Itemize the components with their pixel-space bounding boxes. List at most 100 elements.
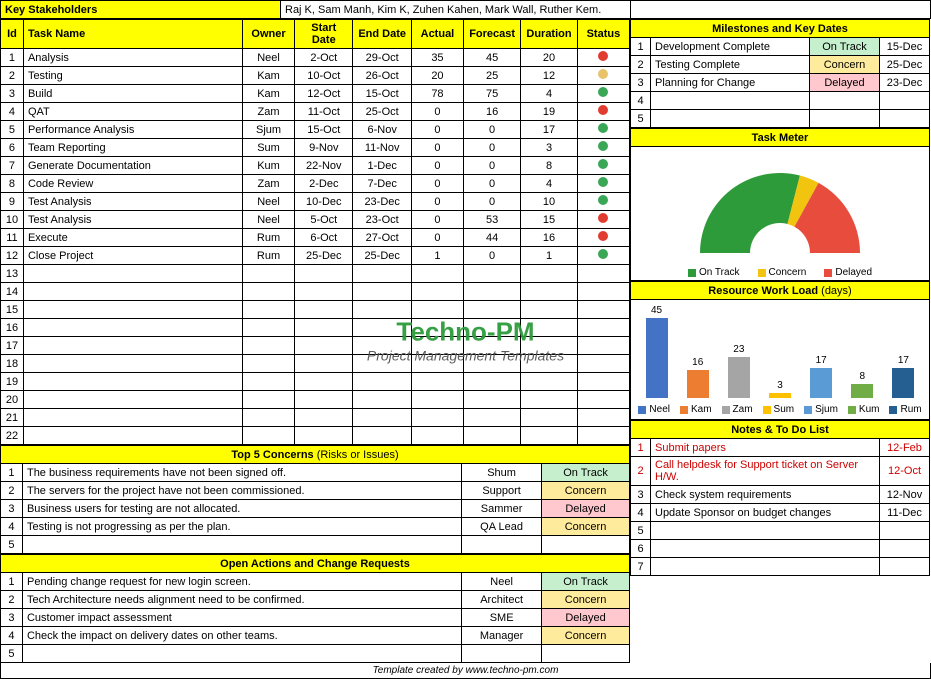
- task-owner[interactable]: Kam: [242, 67, 294, 85]
- task-duration[interactable]: 10: [521, 193, 578, 211]
- task-actual[interactable]: 20: [411, 67, 463, 85]
- task-end[interactable]: 7-Dec: [353, 175, 411, 193]
- milestone-row[interactable]: 3 Planning for Change Delayed 23-Dec: [631, 74, 930, 92]
- issue-row[interactable]: 1 Pending change request for new login s…: [1, 573, 630, 591]
- task-row-empty[interactable]: 16: [1, 319, 630, 337]
- note-row[interactable]: 1 Submit papers 12-Feb: [631, 439, 930, 457]
- task-name[interactable]: Testing: [23, 67, 242, 85]
- issue-owner[interactable]: Support: [462, 482, 542, 500]
- issue-owner[interactable]: SME: [462, 609, 542, 627]
- note-date[interactable]: [880, 522, 930, 540]
- issue-owner[interactable]: Neel: [462, 573, 542, 591]
- note-date[interactable]: 12-Oct: [880, 457, 930, 486]
- task-name[interactable]: Execute: [23, 229, 242, 247]
- task-forecast[interactable]: 0: [464, 157, 521, 175]
- task-end[interactable]: 11-Nov: [353, 139, 411, 157]
- note-date[interactable]: 12-Nov: [880, 486, 930, 504]
- milestone-date[interactable]: 15-Dec: [880, 38, 930, 56]
- task-name[interactable]: QAT: [23, 103, 242, 121]
- issue-row[interactable]: 4 Testing is not progressing as per the …: [1, 518, 630, 536]
- task-name[interactable]: Test Analysis: [23, 193, 242, 211]
- issue-owner[interactable]: [462, 645, 542, 663]
- task-owner[interactable]: Neel: [242, 211, 294, 229]
- task-actual[interactable]: 0: [411, 211, 463, 229]
- task-forecast[interactable]: 53: [464, 211, 521, 229]
- issue-row[interactable]: 2 Tech Architecture needs alignment need…: [1, 591, 630, 609]
- task-row[interactable]: 8 Code Review Zam 2-Dec 7-Dec 0 0 4: [1, 175, 630, 193]
- task-start[interactable]: 2-Oct: [295, 49, 353, 67]
- task-owner[interactable]: Rum: [242, 229, 294, 247]
- issue-text[interactable]: Business users for testing are not alloc…: [22, 500, 461, 518]
- task-owner[interactable]: Kam: [242, 85, 294, 103]
- task-start[interactable]: 12-Oct: [295, 85, 353, 103]
- task-actual[interactable]: 0: [411, 121, 463, 139]
- task-row-empty[interactable]: 21: [1, 409, 630, 427]
- task-row-empty[interactable]: 20: [1, 391, 630, 409]
- issue-text[interactable]: Customer impact assessment: [22, 609, 461, 627]
- task-start[interactable]: 15-Oct: [295, 121, 353, 139]
- task-duration[interactable]: 16: [521, 229, 578, 247]
- task-forecast[interactable]: 44: [464, 229, 521, 247]
- task-row-empty[interactable]: 18: [1, 355, 630, 373]
- task-forecast[interactable]: 0: [464, 247, 521, 265]
- note-text[interactable]: [651, 522, 880, 540]
- note-date[interactable]: 11-Dec: [880, 504, 930, 522]
- task-forecast[interactable]: 0: [464, 121, 521, 139]
- task-actual[interactable]: 1: [411, 247, 463, 265]
- task-start[interactable]: 2-Dec: [295, 175, 353, 193]
- task-end[interactable]: 1-Dec: [353, 157, 411, 175]
- issue-row[interactable]: 5: [1, 645, 630, 663]
- task-duration[interactable]: 17: [521, 121, 578, 139]
- task-start[interactable]: 9-Nov: [295, 139, 353, 157]
- milestone-text[interactable]: [651, 92, 810, 110]
- task-actual[interactable]: 0: [411, 229, 463, 247]
- task-owner[interactable]: Sum: [242, 139, 294, 157]
- task-forecast[interactable]: 45: [464, 49, 521, 67]
- note-row[interactable]: 3 Check system requirements 12-Nov: [631, 486, 930, 504]
- task-row-empty[interactable]: 17: [1, 337, 630, 355]
- task-duration[interactable]: 4: [521, 85, 578, 103]
- task-row-empty[interactable]: 22: [1, 427, 630, 445]
- task-name[interactable]: Performance Analysis: [23, 121, 242, 139]
- note-row[interactable]: 6: [631, 540, 930, 558]
- task-duration[interactable]: 3: [521, 139, 578, 157]
- task-duration[interactable]: 19: [521, 103, 578, 121]
- task-start[interactable]: 10-Oct: [295, 67, 353, 85]
- note-date[interactable]: [880, 540, 930, 558]
- issue-text[interactable]: Pending change request for new login scr…: [22, 573, 461, 591]
- task-forecast[interactable]: 0: [464, 139, 521, 157]
- note-row[interactable]: 5: [631, 522, 930, 540]
- issue-row[interactable]: 5: [1, 536, 630, 554]
- task-end[interactable]: 25-Oct: [353, 103, 411, 121]
- task-start[interactable]: 6-Oct: [295, 229, 353, 247]
- task-row[interactable]: 11 Execute Rum 6-Oct 27-Oct 0 44 16: [1, 229, 630, 247]
- task-start[interactable]: 25-Dec: [295, 247, 353, 265]
- task-row[interactable]: 7 Generate Documentation Kum 22-Nov 1-De…: [1, 157, 630, 175]
- task-row[interactable]: 9 Test Analysis Neel 10-Dec 23-Dec 0 0 1…: [1, 193, 630, 211]
- task-forecast[interactable]: 25: [464, 67, 521, 85]
- task-name[interactable]: Team Reporting: [23, 139, 242, 157]
- task-duration[interactable]: 4: [521, 175, 578, 193]
- task-row-empty[interactable]: 15: [1, 301, 630, 319]
- task-end[interactable]: 26-Oct: [353, 67, 411, 85]
- task-end[interactable]: 27-Oct: [353, 229, 411, 247]
- task-row[interactable]: 12 Close Project Rum 25-Dec 25-Dec 1 0 1: [1, 247, 630, 265]
- issue-owner[interactable]: Sammer: [462, 500, 542, 518]
- task-duration[interactable]: 8: [521, 157, 578, 175]
- task-owner[interactable]: Zam: [242, 103, 294, 121]
- task-duration[interactable]: 12: [521, 67, 578, 85]
- task-row[interactable]: 6 Team Reporting Sum 9-Nov 11-Nov 0 0 3: [1, 139, 630, 157]
- task-forecast[interactable]: 16: [464, 103, 521, 121]
- milestone-date[interactable]: 23-Dec: [880, 74, 930, 92]
- issue-text[interactable]: Tech Architecture needs alignment need t…: [22, 591, 461, 609]
- task-start[interactable]: 11-Oct: [295, 103, 353, 121]
- task-owner[interactable]: Kum: [242, 157, 294, 175]
- task-name[interactable]: Generate Documentation: [23, 157, 242, 175]
- issue-owner[interactable]: Architect: [462, 591, 542, 609]
- note-row[interactable]: 2 Call helpdesk for Support ticket on Se…: [631, 457, 930, 486]
- task-owner[interactable]: Neel: [242, 49, 294, 67]
- issue-text[interactable]: Check the impact on delivery dates on ot…: [22, 627, 461, 645]
- milestone-row[interactable]: 5: [631, 110, 930, 128]
- task-row[interactable]: 5 Performance Analysis Sjum 15-Oct 6-Nov…: [1, 121, 630, 139]
- task-name[interactable]: Code Review: [23, 175, 242, 193]
